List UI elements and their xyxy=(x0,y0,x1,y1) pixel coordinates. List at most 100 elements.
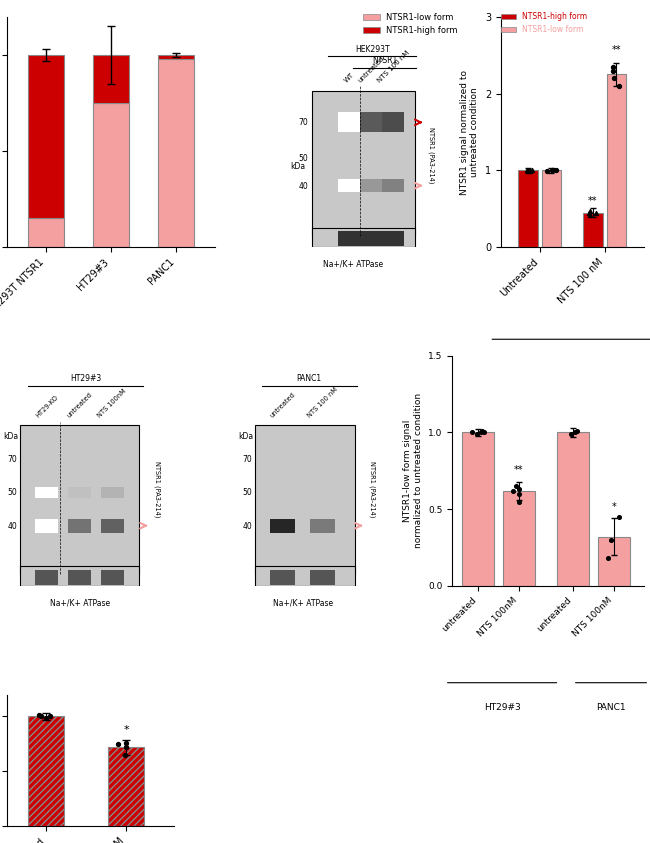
Point xyxy=(606,533,616,546)
Text: untreated: untreated xyxy=(66,391,94,419)
FancyBboxPatch shape xyxy=(101,570,124,585)
Point xyxy=(591,207,601,220)
Legend: NTSR1-high form, NTSR1-low form: NTSR1-high form, NTSR1-low form xyxy=(497,9,590,37)
Legend: NTSR1-low form, NTSR1-high form: NTSR1-low form, NTSR1-high form xyxy=(359,9,461,38)
Text: *: * xyxy=(124,725,129,735)
Point xyxy=(476,424,487,438)
Text: 40: 40 xyxy=(8,522,18,530)
FancyBboxPatch shape xyxy=(360,231,382,246)
FancyBboxPatch shape xyxy=(382,231,404,246)
FancyBboxPatch shape xyxy=(101,519,124,533)
Text: NTSR1 (PA3-214): NTSR1 (PA3-214) xyxy=(369,461,375,518)
FancyBboxPatch shape xyxy=(382,180,404,192)
FancyBboxPatch shape xyxy=(20,566,139,586)
Text: Na+/K+ ATPase: Na+/K+ ATPase xyxy=(49,599,110,608)
FancyBboxPatch shape xyxy=(312,90,415,236)
Text: untreated: untreated xyxy=(269,391,296,419)
FancyBboxPatch shape xyxy=(20,425,139,574)
Bar xyxy=(518,170,538,247)
Y-axis label: NTSR1-low form signal
normalized to untreated condition: NTSR1-low form signal normalized to untr… xyxy=(404,394,422,549)
FancyBboxPatch shape xyxy=(35,487,58,498)
FancyBboxPatch shape xyxy=(310,519,335,533)
Y-axis label: NTSR1 signal normalized to
untreated condition: NTSR1 signal normalized to untreated con… xyxy=(460,69,479,195)
Point xyxy=(542,164,552,178)
Text: 50: 50 xyxy=(8,488,18,497)
Point xyxy=(45,710,55,723)
FancyBboxPatch shape xyxy=(360,180,382,192)
Point xyxy=(527,163,538,176)
Text: HT29#3: HT29#3 xyxy=(70,374,101,384)
Bar xyxy=(158,59,194,247)
FancyBboxPatch shape xyxy=(310,570,335,585)
Point xyxy=(608,64,619,78)
Point xyxy=(514,487,524,501)
FancyBboxPatch shape xyxy=(101,487,124,498)
Text: 50: 50 xyxy=(242,488,252,497)
Bar xyxy=(29,717,64,826)
Point xyxy=(522,164,532,177)
Bar xyxy=(502,491,535,586)
Bar xyxy=(109,747,144,826)
Point xyxy=(608,72,619,85)
Point xyxy=(510,480,521,493)
FancyBboxPatch shape xyxy=(339,231,361,246)
Text: untreated: untreated xyxy=(357,55,385,83)
Point xyxy=(547,164,558,177)
FancyBboxPatch shape xyxy=(68,519,91,533)
Text: PANC1: PANC1 xyxy=(596,703,626,712)
Point xyxy=(614,510,625,524)
FancyBboxPatch shape xyxy=(360,112,382,132)
Text: **: ** xyxy=(514,465,523,475)
Text: HT29-KO: HT29-KO xyxy=(34,395,59,419)
Text: HT29#3: HT29#3 xyxy=(484,703,521,712)
Point xyxy=(514,482,524,496)
Text: Na+/K+ ATPase: Na+/K+ ATPase xyxy=(324,260,384,269)
Bar xyxy=(541,170,561,247)
Text: NTSR1: NTSR1 xyxy=(372,56,398,65)
FancyBboxPatch shape xyxy=(339,112,361,132)
FancyBboxPatch shape xyxy=(35,570,58,585)
Text: 50: 50 xyxy=(298,154,308,163)
Text: kDa: kDa xyxy=(291,162,306,171)
Bar xyxy=(93,56,129,103)
Point xyxy=(121,736,131,749)
Point xyxy=(36,710,47,723)
Text: Na+/K+ ATPase: Na+/K+ ATPase xyxy=(273,599,333,608)
Point xyxy=(566,427,577,441)
FancyBboxPatch shape xyxy=(270,570,294,585)
Point xyxy=(113,737,124,750)
Point xyxy=(467,426,477,439)
Text: 70: 70 xyxy=(242,455,252,464)
FancyBboxPatch shape xyxy=(68,487,91,498)
Text: **: ** xyxy=(612,46,621,56)
FancyBboxPatch shape xyxy=(255,425,356,574)
FancyBboxPatch shape xyxy=(35,519,58,533)
Point xyxy=(472,427,482,441)
Point xyxy=(476,426,486,439)
Text: kDa: kDa xyxy=(3,432,18,441)
FancyBboxPatch shape xyxy=(312,228,415,247)
Bar xyxy=(606,74,626,247)
Text: 40: 40 xyxy=(242,522,252,530)
FancyBboxPatch shape xyxy=(68,570,91,585)
Point xyxy=(524,164,534,177)
Point xyxy=(572,424,582,438)
FancyBboxPatch shape xyxy=(255,566,356,586)
Text: NTS 100 nM: NTS 100 nM xyxy=(306,387,339,419)
Point xyxy=(584,208,595,222)
Text: 70: 70 xyxy=(298,118,308,127)
Bar xyxy=(462,432,494,586)
Point xyxy=(603,551,613,565)
Bar xyxy=(158,56,194,59)
Bar xyxy=(28,218,64,247)
Point xyxy=(584,204,595,217)
Point xyxy=(548,163,558,176)
Bar xyxy=(597,537,630,586)
Text: NTS 100 nM: NTS 100 nM xyxy=(376,50,410,83)
Text: HEK293T: HEK293T xyxy=(355,45,389,54)
Text: kDa: kDa xyxy=(239,432,254,441)
Point xyxy=(570,426,580,439)
Text: WT: WT xyxy=(343,72,356,83)
Point xyxy=(608,60,619,73)
Text: 70: 70 xyxy=(8,455,18,464)
